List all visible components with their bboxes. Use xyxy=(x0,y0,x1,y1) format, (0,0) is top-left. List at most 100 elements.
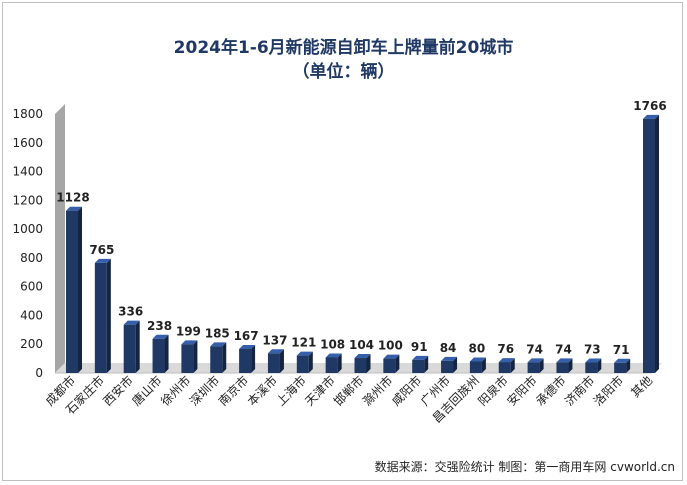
data-source-note: 数据来源：交强险统计 制图：第一商用车网 cvworld.cn xyxy=(374,460,675,474)
bar-front xyxy=(239,348,252,373)
bar-top xyxy=(354,354,371,359)
bar-front xyxy=(527,362,540,373)
data-label: 76 xyxy=(497,342,514,356)
bar-side xyxy=(308,351,313,373)
bar-top xyxy=(123,320,140,325)
bar xyxy=(66,206,82,373)
chart-subtitle: （单位：辆） xyxy=(292,62,395,82)
data-label: 137 xyxy=(262,333,287,347)
bar xyxy=(267,349,284,373)
bar xyxy=(412,355,429,373)
bar xyxy=(239,344,256,373)
y-tick-label: 0 xyxy=(35,366,43,380)
x-tick-label: 咸阳市 xyxy=(388,373,424,409)
bar-top xyxy=(527,358,544,363)
data-label: 74 xyxy=(555,342,572,356)
bar-side xyxy=(366,354,371,373)
bar-top xyxy=(556,358,573,363)
bar-top xyxy=(210,342,227,347)
bar-front xyxy=(94,262,107,373)
bar-side xyxy=(337,353,342,373)
data-label: 100 xyxy=(378,339,403,353)
y-tick-label: 1800 xyxy=(12,107,43,121)
chart-title: 2024年1-6月新能源自卸车上牌量前20城市 xyxy=(173,38,514,58)
bar xyxy=(152,334,169,373)
bar-side xyxy=(424,355,429,373)
bar-top xyxy=(325,353,342,358)
y-tick-label: 800 xyxy=(20,251,43,265)
bar-top xyxy=(66,206,82,211)
bar xyxy=(325,353,342,373)
x-tick-label: 南京市 xyxy=(215,373,251,409)
bar xyxy=(585,358,602,373)
bar-front xyxy=(614,362,627,373)
x-tick-label: 天津市 xyxy=(302,373,338,409)
x-tick-label: 深圳市 xyxy=(186,373,222,409)
bar-front xyxy=(585,362,598,373)
y-tick-label: 400 xyxy=(20,308,43,322)
x-tick-label: 洛阳市 xyxy=(590,373,626,409)
bar-side xyxy=(568,358,573,373)
bar-front xyxy=(556,362,569,373)
bar xyxy=(556,358,573,373)
x-tick-label: 本溪市 xyxy=(244,373,280,409)
chart-frame xyxy=(2,2,683,481)
bar xyxy=(354,354,371,373)
bar-side xyxy=(539,358,544,373)
bar-side xyxy=(655,114,659,374)
y-tick-label: 600 xyxy=(20,280,43,294)
data-label: 91 xyxy=(411,340,428,354)
data-label: 199 xyxy=(176,324,201,338)
x-tick-label: 徐州市 xyxy=(157,373,193,409)
bar xyxy=(181,340,198,373)
data-label: 765 xyxy=(89,243,114,257)
bar-front xyxy=(210,346,223,373)
bar xyxy=(527,358,544,373)
bar-side xyxy=(597,358,602,373)
bar-side xyxy=(510,358,515,373)
bar xyxy=(383,354,400,373)
bar-top xyxy=(585,358,602,363)
bar-side xyxy=(78,206,82,373)
bar xyxy=(210,342,227,373)
bar-front xyxy=(66,210,78,373)
bar-top xyxy=(498,358,515,363)
data-label: 1766 xyxy=(633,99,666,113)
data-label: 238 xyxy=(147,319,172,333)
bar xyxy=(296,351,313,373)
bar-side xyxy=(279,349,284,373)
data-label: 108 xyxy=(320,337,345,351)
bar xyxy=(123,320,140,373)
bar-side xyxy=(106,258,111,373)
data-label: 80 xyxy=(469,341,486,355)
bar xyxy=(643,114,659,374)
bar-top xyxy=(469,357,486,362)
data-label: 104 xyxy=(349,338,374,352)
bar-front xyxy=(643,118,655,374)
bar-top xyxy=(152,334,169,339)
x-tick-label: 唐山市 xyxy=(129,373,165,409)
data-label: 71 xyxy=(613,343,630,357)
bar-top xyxy=(267,349,284,354)
bar xyxy=(498,358,515,373)
bar-top xyxy=(614,358,631,363)
y-tick-label: 1600 xyxy=(12,136,43,150)
bar-top xyxy=(412,355,429,360)
data-label: 121 xyxy=(291,336,316,350)
bar-top xyxy=(239,344,256,349)
data-label: 74 xyxy=(526,342,543,356)
bar-front xyxy=(498,362,511,373)
bar xyxy=(441,356,458,373)
x-tick-label: 承德市 xyxy=(532,373,568,409)
bar-top xyxy=(296,351,313,356)
x-tick-label: 阳泉市 xyxy=(475,373,511,409)
data-label: 84 xyxy=(440,341,457,355)
bar-front xyxy=(469,361,482,373)
bar-top xyxy=(643,114,659,119)
bar-front xyxy=(181,344,194,373)
x-tick-label: 邯郸市 xyxy=(331,373,367,409)
bar-top xyxy=(94,258,111,263)
bar-front xyxy=(441,360,454,373)
bar-side xyxy=(395,354,400,373)
bar-side xyxy=(626,358,631,373)
